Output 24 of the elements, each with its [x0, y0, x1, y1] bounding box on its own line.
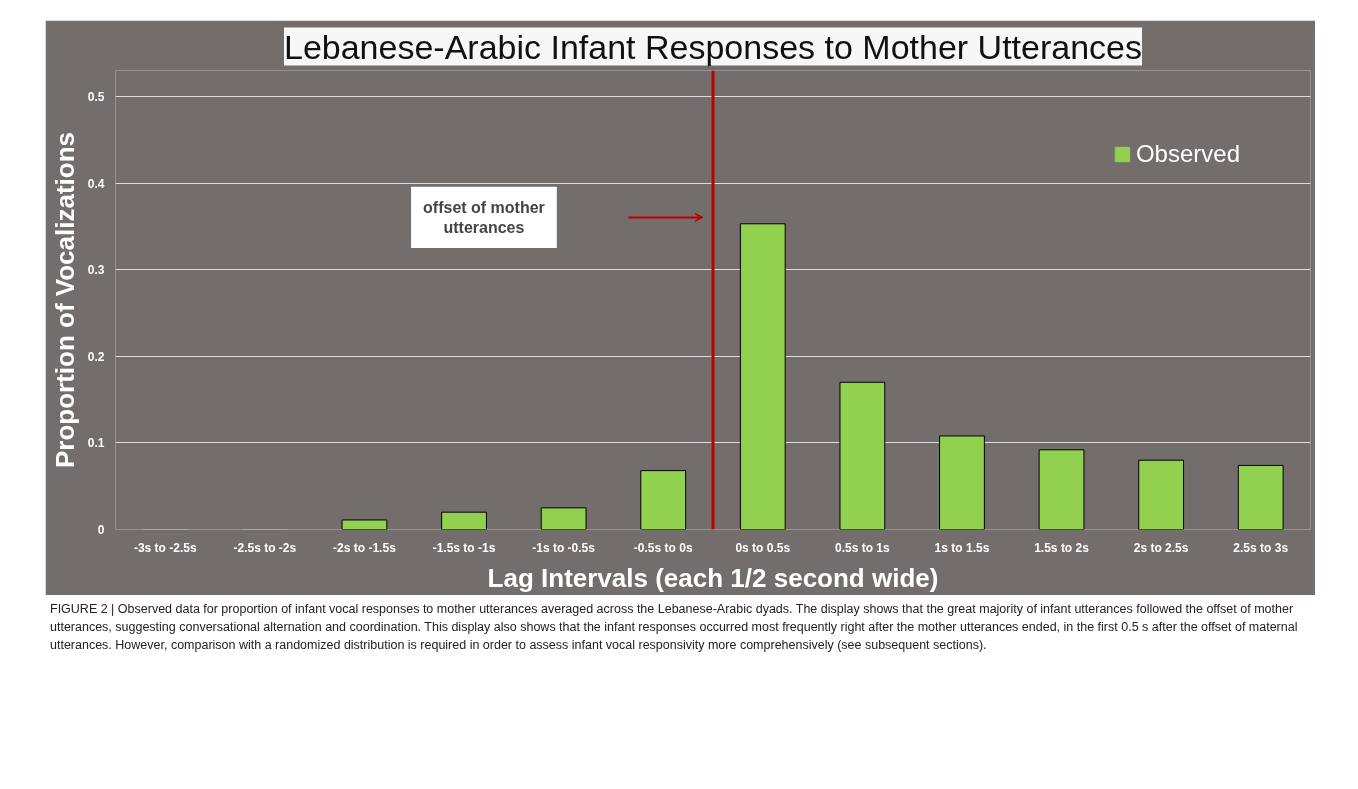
x-tick-label: 0.5s to 1s	[835, 540, 891, 555]
x-tick-label: 1s to 1.5s	[934, 540, 990, 555]
x-axis-title: Lag Intervals (each 1/2 second wide)	[487, 562, 939, 593]
chart-title: Lebanese-Arabic Infant Responses to Mother Utterances	[283, 27, 1143, 66]
x-tick-label: 2.5s to 3s	[1233, 540, 1289, 555]
y-tick-label: 0.2	[87, 349, 105, 364]
y-tick-label: 0.1	[87, 436, 105, 451]
x-tick-label: -2s to -1.5s	[333, 540, 397, 555]
x-tick-label: 1.5s to 2s	[1034, 540, 1090, 555]
x-tick-label: 0s to 0.5s	[735, 540, 791, 555]
y-tick-label: 0	[97, 523, 105, 537]
y-tick-label: 0.4	[87, 176, 105, 191]
x-tick-label: -1s to -0.5s	[532, 540, 596, 555]
y-tick-label: 0.5	[87, 89, 105, 104]
caption: FIGURE 2 | Observed data for proportion of infant vocal responses to mother utterances averaged across the Lebanese-Arabic dyads. The display shows that the great majority of infant utterances followed the offset of mother utterances, suggesting conversational alternation and coordination. This display also shows that the infant responses occurred most frequently right after the mother utterances ended, in the first 0.5 s after the offset of maternal utterances. However, comparison with a randomized distribution is required in order to assess infant vocal responsivity more comprehensively (see subsequent sections).	[50, 601, 1299, 655]
x-tick-label: 2s to 2.5s	[1133, 540, 1189, 555]
x-tick-label: -3s to -2.5s	[133, 540, 197, 555]
y-axis-title: Proportion of Vocalizations	[49, 131, 80, 469]
annotation: offset of mother utterances	[423, 198, 545, 237]
x-tick-label: -2.5s to -2s	[233, 540, 297, 555]
x-tick-label: -0.5s to 0s	[633, 540, 693, 555]
legend-label: Observed	[1135, 140, 1240, 168]
y-tick-label: 0.3	[87, 263, 105, 278]
x-tick-label: -1.5s to -1s	[432, 540, 496, 555]
